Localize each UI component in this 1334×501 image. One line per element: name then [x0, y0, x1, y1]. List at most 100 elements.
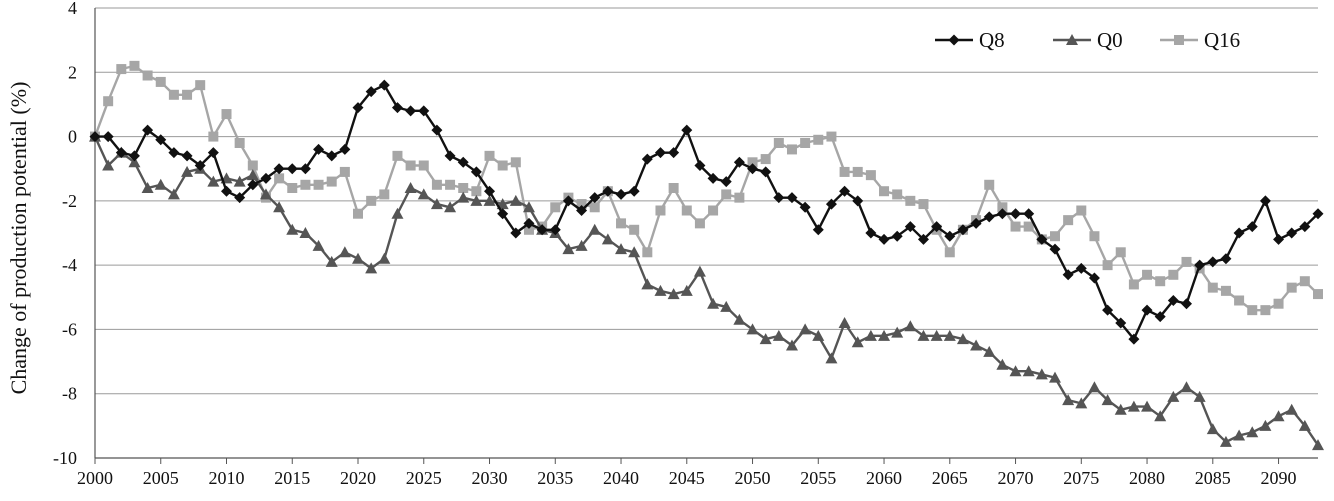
data-point-q16 [471, 186, 482, 197]
data-point-q16 [813, 134, 824, 145]
data-point-q16 [550, 202, 561, 213]
data-point-q16 [445, 179, 456, 190]
data-point-q16 [694, 218, 705, 229]
data-point-q16 [247, 160, 258, 171]
y-axis-label: Change of production potential (%) [6, 82, 31, 395]
data-point-q16 [379, 189, 390, 200]
data-point-q16 [1155, 276, 1166, 287]
data-point-q8 [339, 143, 351, 155]
data-point-q0 [707, 297, 720, 309]
data-point-q16 [905, 195, 916, 206]
legend-marker-q8 [948, 34, 960, 46]
data-point-q8 [1062, 269, 1074, 281]
legend-label-q8: Q8 [979, 28, 1005, 52]
data-point-q16 [510, 157, 521, 168]
data-point-q0 [904, 320, 917, 332]
data-point-q0 [812, 329, 825, 341]
data-point-q8 [1233, 227, 1245, 239]
data-point-q16 [339, 166, 350, 177]
data-point-q8 [1180, 298, 1192, 310]
data-point-q0 [1180, 381, 1193, 393]
y-tick-label: -10 [53, 448, 77, 468]
data-point-q16 [1273, 298, 1284, 309]
data-point-q16 [1128, 279, 1139, 290]
data-point-q8 [628, 185, 640, 197]
data-point-q0 [693, 265, 706, 277]
data-point-q8 [773, 192, 785, 204]
gridlines [95, 7, 1318, 459]
data-point-q16 [405, 160, 416, 171]
data-point-q16 [721, 189, 732, 200]
data-point-q16 [734, 192, 745, 203]
data-point-q0 [457, 191, 470, 203]
data-point-q8 [391, 102, 403, 114]
data-point-q8 [654, 147, 666, 159]
x-tick-label: 2065 [932, 468, 968, 488]
data-point-q8 [286, 163, 298, 175]
data-point-q16 [182, 89, 193, 100]
data-point-q16 [1089, 231, 1100, 242]
x-tick-labels: 2000 2005 2010 2015 2020 2025 2030 2035 2040 2045… [77, 468, 1297, 488]
x-tick-label: 2050 [735, 468, 771, 488]
legend-label-q0: Q0 [1097, 28, 1123, 52]
data-point-q16 [168, 89, 179, 100]
data-point-q0 [338, 246, 351, 258]
data-point-q16 [786, 144, 797, 155]
data-point-q8 [668, 147, 680, 159]
data-point-q16 [1115, 247, 1126, 258]
series-q8 [89, 79, 1324, 345]
data-point-q16 [129, 60, 140, 71]
data-point-q8 [378, 79, 390, 91]
x-tick-label: 2035 [537, 468, 573, 488]
data-point-q16 [1010, 221, 1021, 232]
data-point-q16 [681, 205, 692, 216]
data-point-q16 [984, 179, 995, 190]
data-point-q16 [300, 179, 311, 190]
data-point-q16 [589, 202, 600, 213]
data-point-q0 [838, 317, 851, 328]
data-point-q16 [918, 199, 929, 210]
data-point-q16 [1049, 231, 1060, 242]
series-q16 [90, 60, 1323, 316]
series-group [89, 60, 1324, 451]
data-point-q16 [313, 179, 324, 190]
data-point-q8 [878, 233, 890, 245]
y-tick-label: -6 [62, 319, 77, 339]
data-point-q16 [642, 247, 653, 258]
x-tick-label: 2055 [800, 468, 836, 488]
y-tick-label: -4 [62, 255, 77, 275]
legend: Q8 Q0 Q16 [935, 28, 1240, 52]
x-tick-label: 2020 [340, 468, 376, 488]
data-point-q0 [1272, 410, 1285, 422]
x-tick-label: 2030 [472, 468, 508, 488]
data-point-q8 [865, 227, 877, 239]
data-point-q8 [405, 105, 417, 117]
data-point-q8 [1259, 195, 1271, 207]
data-point-q8 [1010, 208, 1022, 220]
data-point-q16 [760, 154, 771, 165]
y-tick-label: -2 [62, 191, 77, 211]
y-tick-label: 2 [68, 62, 77, 82]
data-point-q0 [391, 207, 404, 219]
data-point-q16 [1063, 215, 1074, 226]
data-point-q16 [458, 183, 469, 193]
data-point-q0 [983, 345, 996, 357]
data-point-q16 [773, 138, 784, 148]
x-tick-label: 2025 [406, 468, 442, 488]
data-point-q16 [103, 96, 114, 107]
x-tick-label: 2080 [1129, 468, 1165, 488]
data-point-q0 [352, 252, 365, 264]
data-point-q16 [1220, 285, 1231, 296]
data-point-q0 [1246, 426, 1259, 438]
data-point-q8 [1273, 233, 1285, 245]
data-point-q16 [366, 195, 377, 206]
y-tick-label: 4 [68, 0, 77, 18]
x-tick-label: 2000 [77, 468, 113, 488]
data-point-q8 [615, 188, 627, 200]
data-point-q8 [983, 211, 995, 223]
data-point-q8 [444, 150, 456, 162]
y-tick-label: -8 [62, 384, 77, 404]
data-point-q16 [668, 183, 679, 193]
data-point-q0 [404, 182, 417, 193]
